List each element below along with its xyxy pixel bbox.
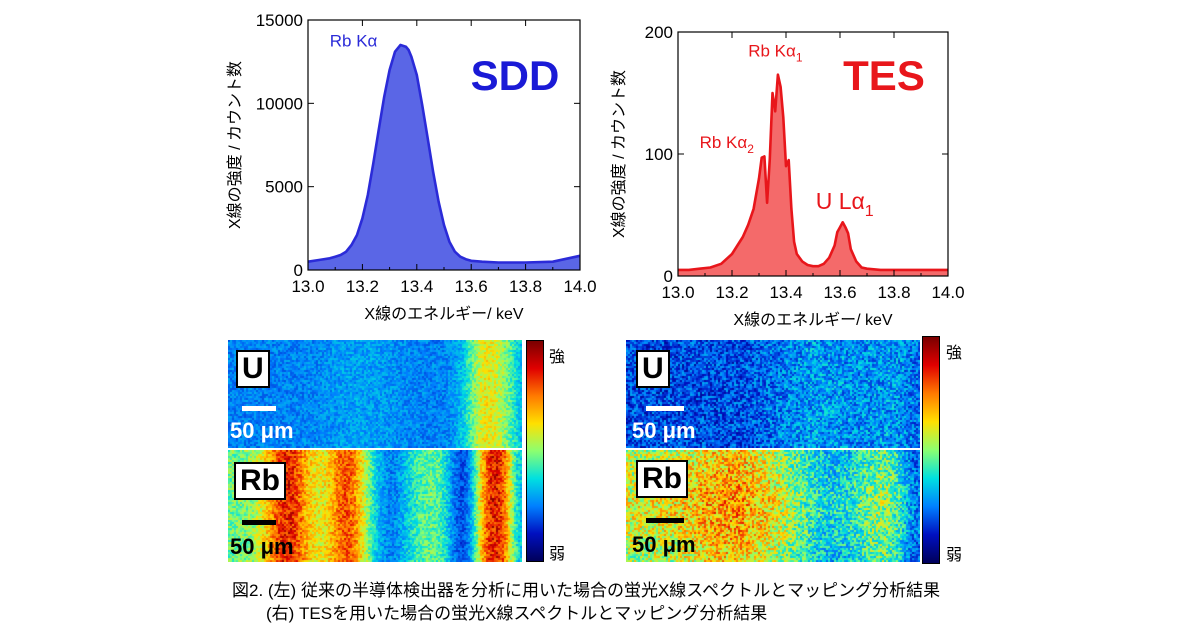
scale-label: 50 μm <box>230 534 294 559</box>
scale-bar <box>646 406 684 411</box>
chart-title: TES <box>843 52 925 99</box>
colorbar-low-label: 弱 <box>946 547 963 564</box>
x-tick-label: 13.2 <box>346 277 379 296</box>
x-tick-label: 13.0 <box>661 283 694 302</box>
tes-u-map: U 50 μm <box>626 340 920 448</box>
spectrum-line <box>307 43 581 264</box>
y-axis-label: X線の強度 / カウント数 <box>610 70 628 238</box>
spectrum-line <box>678 73 948 272</box>
spectrum-area <box>678 74 948 276</box>
x-tick-label: 13.8 <box>509 277 542 296</box>
tes-rb-map: Rb 50 μm <box>626 450 920 562</box>
tes-spectrum-chart: 13.0 13.2 13.4 13.6 13.8 14.0 0 100 200 X線のエネルギー/… <box>610 23 965 329</box>
scale-label: 50 μm <box>632 532 696 557</box>
sdd-u-map: U 50 μm <box>228 340 522 448</box>
y-tick-label: 0 <box>664 267 673 286</box>
peak-annotation-text: Rb Kα <box>330 32 378 51</box>
y-tick-label: 10000 <box>256 94 303 113</box>
y-tick-label: 5000 <box>265 178 303 197</box>
peak-annotation-subscript: 1 <box>796 50 803 64</box>
peak-annotation: Rb Kα1 <box>748 41 803 64</box>
x-tick-label: 14.0 <box>563 277 596 296</box>
scale-bar <box>646 518 684 523</box>
y-tick-label: 100 <box>645 145 673 164</box>
x-tick-label: 13.8 <box>877 283 910 302</box>
figure-caption-line1: 図2. (左) 従来の半導体検出器を分析に用いた場合の蛍光X線スペクトルとマッピ… <box>232 581 941 600</box>
colorbar-high-label: 強 <box>549 349 566 366</box>
colorbar-high-label: 強 <box>946 345 963 362</box>
y-axis-label: X線の強度 / カウント数 <box>226 61 244 229</box>
element-label-rb: Rb <box>636 460 688 498</box>
peak-annotation: Rb Kα <box>330 32 378 51</box>
x-tick-label: 13.6 <box>455 277 488 296</box>
element-label-rb: Rb <box>234 462 286 500</box>
y-tick-label: 0 <box>294 261 303 280</box>
sdd-spectrum-chart: 13.0 13.2 13.4 13.6 13.8 14.0 0 5000 10000 15000 X… <box>226 11 597 323</box>
y-tick-label: 200 <box>645 23 673 42</box>
x-tick-label: 13.4 <box>400 277 433 296</box>
scale-bar <box>242 406 276 411</box>
peak-annotation-subscript: 1 <box>865 203 874 220</box>
sdd-colorbar <box>526 340 544 562</box>
tes-colorbar <box>922 336 940 564</box>
y-tick-label: 15000 <box>256 11 303 30</box>
element-label-u: U <box>636 350 670 388</box>
element-label-u: U <box>236 350 270 388</box>
scale-bar <box>242 520 276 525</box>
figure-caption-line2: (右) TESを用いた場合の蛍光X線スペクトルとマッピング分析結果 <box>266 604 768 623</box>
scale-label: 50 μm <box>632 418 696 443</box>
chart-title: SDD <box>471 52 560 99</box>
peak-annotation-subscript: 2 <box>747 142 754 156</box>
peak-annotation-text: U Lα <box>816 188 865 214</box>
spectrum-area <box>308 45 580 270</box>
x-tick-label: 14.0 <box>931 283 964 302</box>
scale-label: 50 μm <box>230 418 294 443</box>
peak-annotation-text: Rb Kα <box>748 41 796 60</box>
x-axis-label: X線のエネルギー/ keV <box>364 305 523 323</box>
x-tick-label: 13.4 <box>769 283 802 302</box>
x-tick-label: 13.2 <box>715 283 748 302</box>
peak-annotation-text: Rb Kα <box>700 133 748 152</box>
sdd-rb-map: Rb 50 μm <box>228 450 522 562</box>
peak-annotation: U Lα1 <box>816 188 874 220</box>
peak-annotation: Rb Kα2 <box>700 133 755 156</box>
x-axis-label: X線のエネルギー/ keV <box>733 311 892 329</box>
x-tick-label: 13.0 <box>291 277 324 296</box>
colorbar-low-label: 弱 <box>549 546 566 563</box>
x-tick-label: 13.6 <box>823 283 856 302</box>
